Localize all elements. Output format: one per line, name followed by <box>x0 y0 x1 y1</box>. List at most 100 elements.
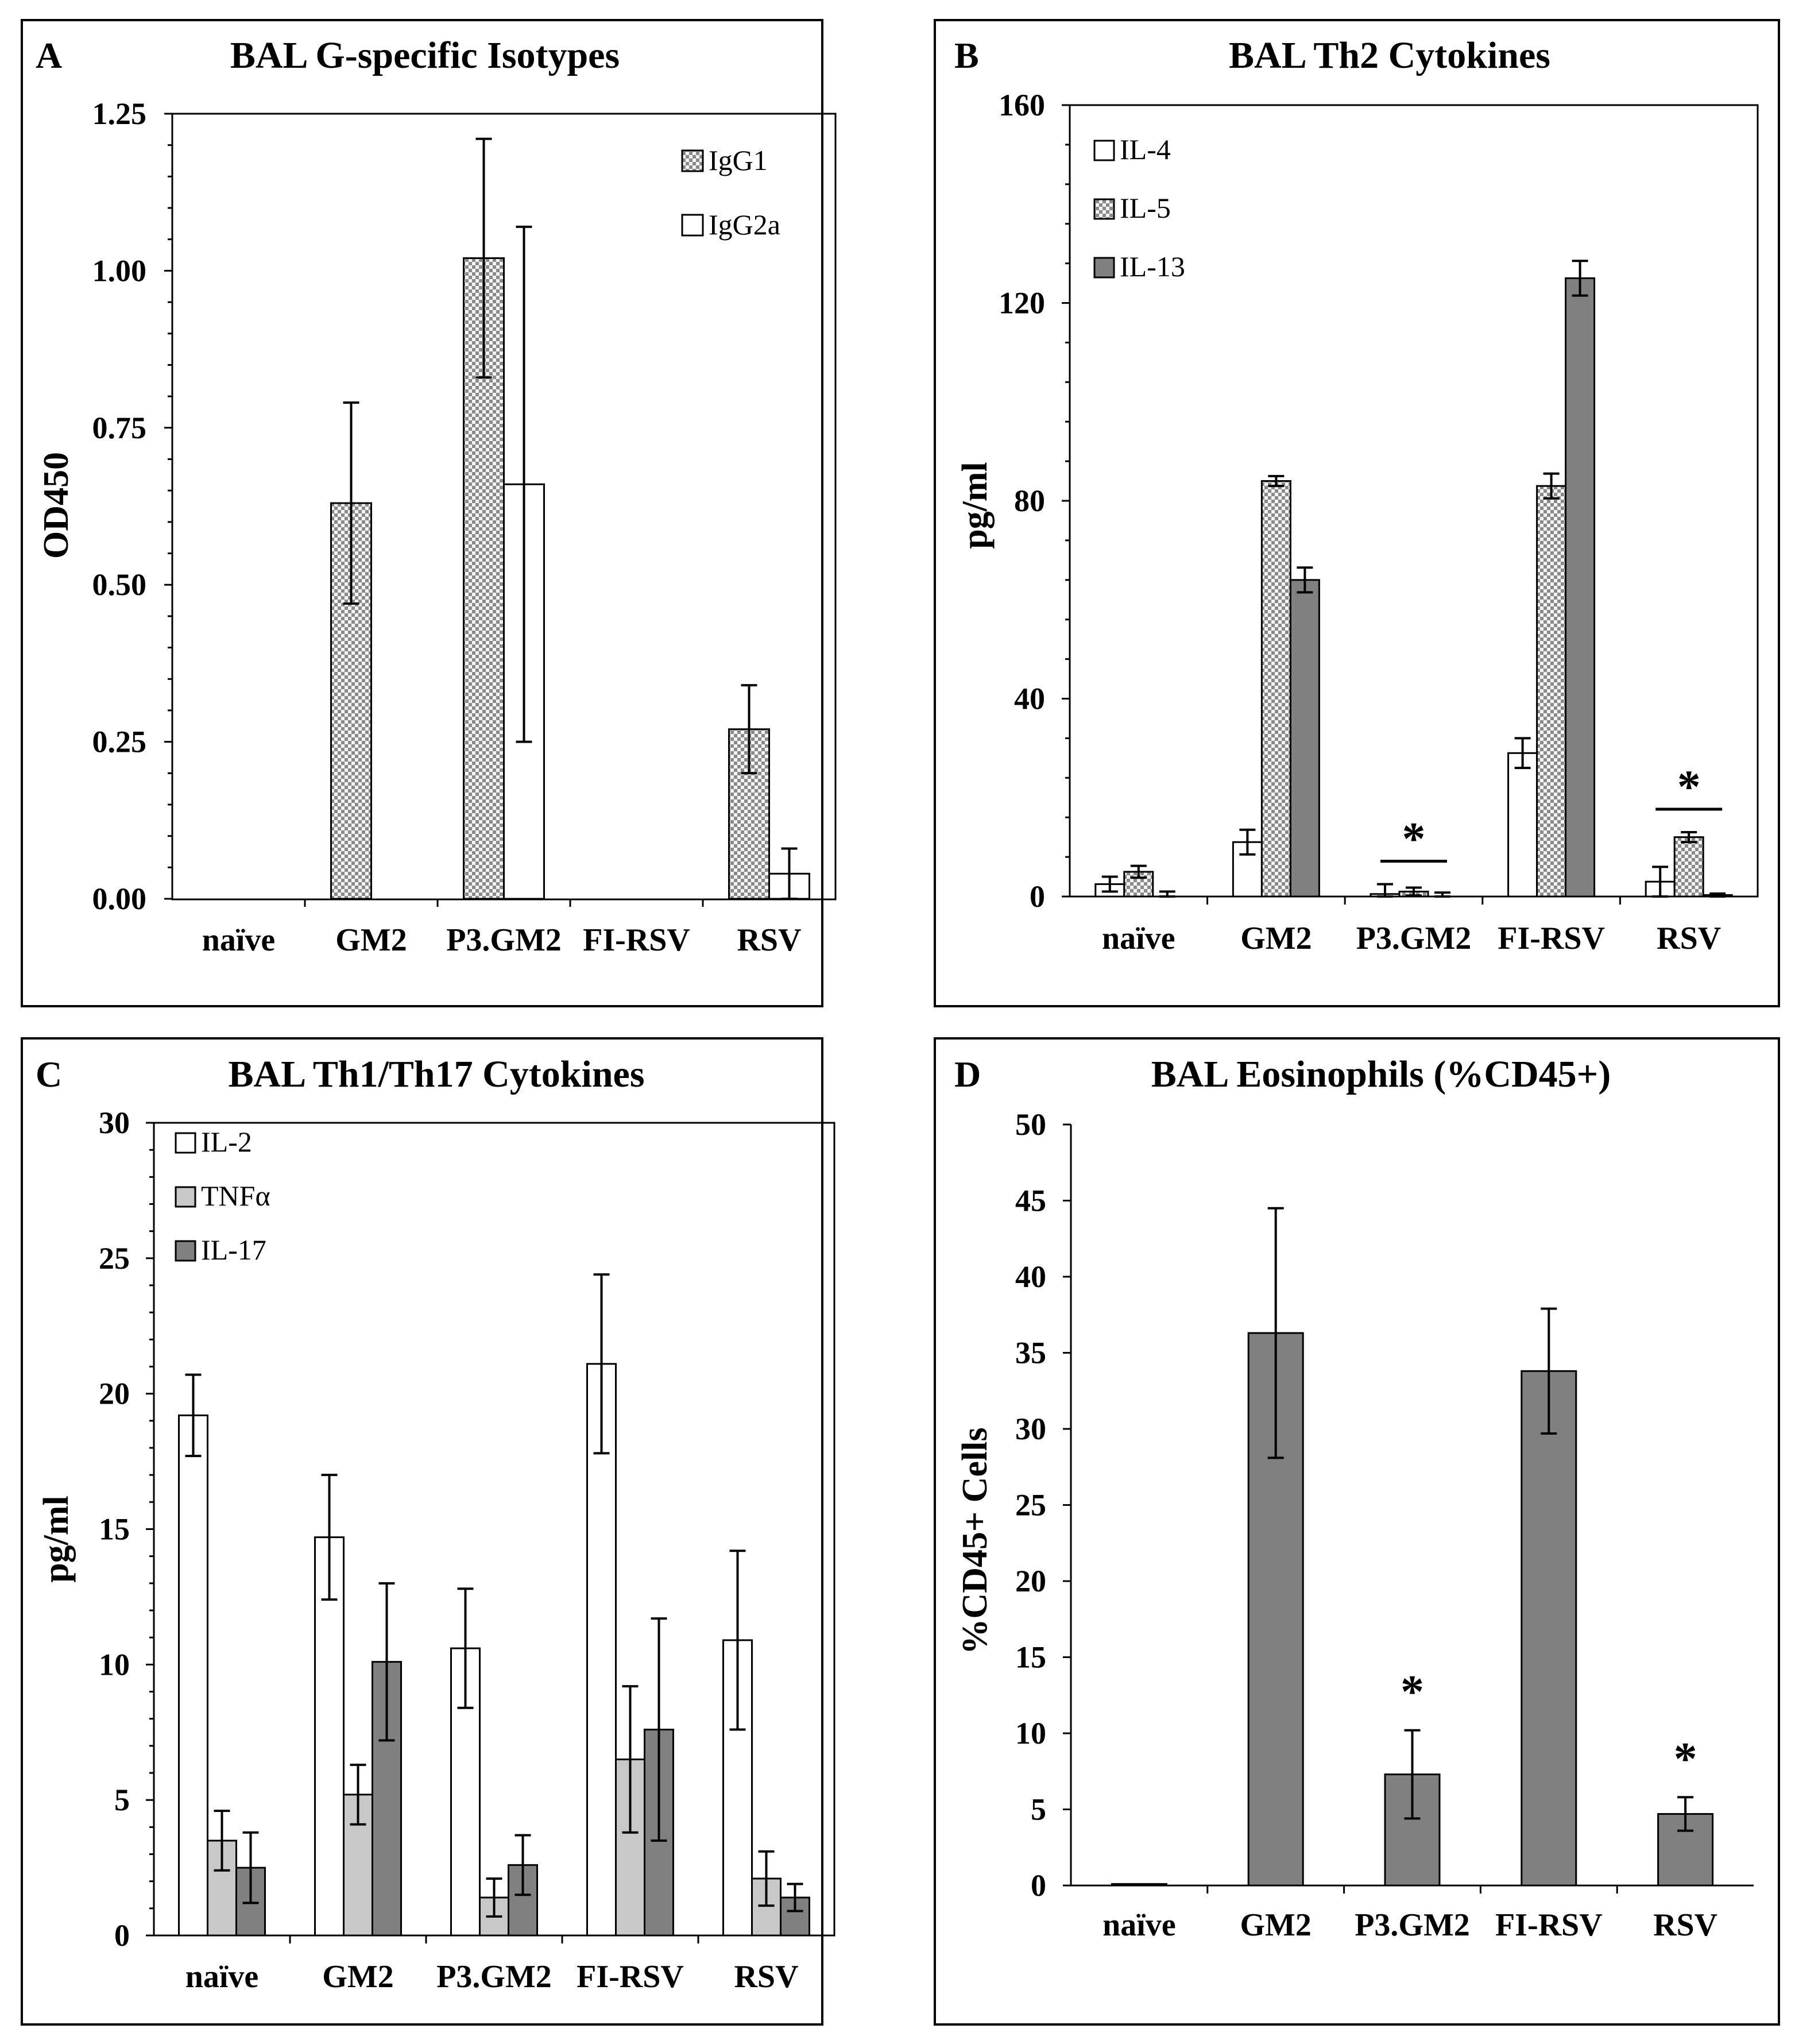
x-tick-label: RSV <box>737 922 801 958</box>
y-tick-label: 10 <box>1015 1716 1046 1751</box>
error-bar <box>378 1582 395 1742</box>
significance-marker: * <box>1655 760 1723 813</box>
error-bar <box>1543 472 1560 500</box>
y-tick-label: 0.25 <box>92 725 147 759</box>
error-bar <box>486 1877 502 1918</box>
panel-c-title: BAL Th1/Th17 Cytokines <box>228 1053 644 1095</box>
legend-swatch <box>175 1132 196 1154</box>
x-tick-label: RSV <box>1653 1907 1717 1943</box>
significance-star: * <box>1674 1732 1697 1784</box>
error-bar <box>475 137 492 379</box>
y-tick-label: 0.75 <box>92 411 147 445</box>
legend-item: IgG2a <box>681 208 780 241</box>
legend-swatch <box>1093 257 1115 279</box>
panel-a-bars <box>330 137 810 900</box>
error-bar <box>242 1831 259 1904</box>
y-tick-label: 30 <box>99 1106 130 1140</box>
panel-c-x-labels: naïve GM2 P3.GM2 FI-RSV RSV <box>185 1935 799 1995</box>
panel-c-y-axis-label: pg/ml <box>37 1496 76 1583</box>
panel-b-bars <box>1094 260 1733 898</box>
panel-a: A BAL G-specific Isotypes OD450 0.00 0.25… <box>21 19 837 1007</box>
error-bar <box>1677 1796 1694 1832</box>
legend-item: IL-13 <box>1093 250 1185 283</box>
legend-label: IL-2 <box>201 1126 252 1158</box>
legend-item: IL-17 <box>175 1234 266 1266</box>
panel-c: C BAL Th1/Th17 Cytokines pg/ml 0 5 10 15 20 2… <box>21 1037 835 2026</box>
error-bar <box>651 1617 667 1842</box>
panel-b-x-labels: naïve GM2 P3.GM2 FI-RSV RSV <box>1102 897 1721 956</box>
bar-il-13-1 <box>1289 579 1320 898</box>
panel-b-title: BAL Th2 Cytokines <box>1229 34 1550 76</box>
panel-c-bars <box>178 1273 810 1937</box>
y-tick-label: 80 <box>1014 484 1045 518</box>
y-tick-label: 120 <box>999 286 1045 320</box>
y-tick-label: 25 <box>99 1241 130 1276</box>
x-tick-label: RSV <box>734 1959 798 1995</box>
panel-d-frame <box>934 1037 1780 2026</box>
legend-item: IL-2 <box>175 1126 252 1158</box>
y-tick-label: 0 <box>1031 1868 1046 1903</box>
y-tick-label: 20 <box>99 1377 130 1411</box>
y-tick-label: 0.00 <box>92 882 147 916</box>
bar-il-13-3 <box>1565 277 1596 898</box>
legend-item: IL-5 <box>1093 192 1171 224</box>
legend-item: IgG1 <box>681 144 768 176</box>
error-bar <box>741 684 757 775</box>
error-bar <box>214 1810 230 1872</box>
error-bar <box>781 847 798 900</box>
y-tick-label: 25 <box>1015 1488 1046 1523</box>
y-tick-label: 10 <box>99 1647 130 1682</box>
legend-label: IL-5 <box>1120 192 1171 224</box>
panel-c-y-ticks: 0 5 10 15 20 25 30 <box>99 1106 154 1953</box>
legend-label: TNFα <box>201 1180 270 1212</box>
y-tick-label: 0 <box>114 1918 130 1953</box>
error-bar <box>1267 1207 1284 1459</box>
error-bar <box>350 1763 366 1826</box>
legend-swatch <box>681 214 704 237</box>
error-bar <box>1130 864 1147 879</box>
error-bar <box>1377 883 1393 898</box>
panel-a-y-axis-label: OD450 <box>37 452 76 559</box>
error-bar <box>516 225 532 743</box>
panel-d: D BAL Eosinophils (%CD45+) %CD45+ Cells … <box>934 1037 1780 2026</box>
legend-label: IgG2a <box>709 208 780 241</box>
bar-il-2-0 <box>178 1414 208 1937</box>
error-bar <box>1159 890 1175 898</box>
panel-b-legend: IL-4 IL-5 IL-13 <box>1093 133 1185 283</box>
bar-il-5-3 <box>1536 485 1567 898</box>
panel-a-label: A <box>36 35 62 76</box>
y-tick-label: 40 <box>1014 682 1045 716</box>
legend-item: IL-4 <box>1093 133 1171 165</box>
panel-a-frame <box>21 19 823 1007</box>
panel-a-y-ticks: 0.00 0.25 0.50 0.75 1.00 1.25 <box>92 96 172 916</box>
bar-il-5-4 <box>1673 836 1704 898</box>
y-tick-label: 1.00 <box>92 253 147 288</box>
error-bar <box>1681 831 1697 844</box>
x-tick-label: FI-RSV <box>583 922 690 958</box>
panel-c-label: C <box>36 1054 62 1095</box>
error-bar <box>729 1550 746 1731</box>
error-bar <box>185 1373 202 1458</box>
x-tick-label: naïve <box>1102 1907 1176 1943</box>
error-bar <box>1239 828 1256 856</box>
legend-swatch <box>1093 140 1115 161</box>
error-bar <box>1652 865 1669 898</box>
error-bar <box>457 1587 474 1709</box>
significance-star: * <box>1401 1666 1424 1718</box>
x-tick-label: P3.GM2 <box>1356 921 1472 956</box>
y-tick-label: 160 <box>999 88 1045 122</box>
error-bar <box>622 1685 639 1834</box>
error-bar <box>1406 886 1422 897</box>
legend-swatch <box>681 149 704 172</box>
panel-c-frame <box>21 1037 823 2026</box>
error-bar <box>1572 260 1588 297</box>
error-bar <box>343 401 359 605</box>
panel-b: B BAL Th2 Cytokines pg/ml 0 40 80 120 160 na… <box>934 19 1780 1007</box>
significance-marker: * <box>1674 1732 1697 1784</box>
bar-value-0 <box>1111 1883 1167 1887</box>
error-bar <box>514 1834 531 1896</box>
y-tick-label: 40 <box>1015 1259 1046 1294</box>
y-tick-label: 50 <box>1015 1107 1046 1142</box>
y-tick-label: 5 <box>114 1783 130 1817</box>
panel-b-label: B <box>954 35 979 76</box>
